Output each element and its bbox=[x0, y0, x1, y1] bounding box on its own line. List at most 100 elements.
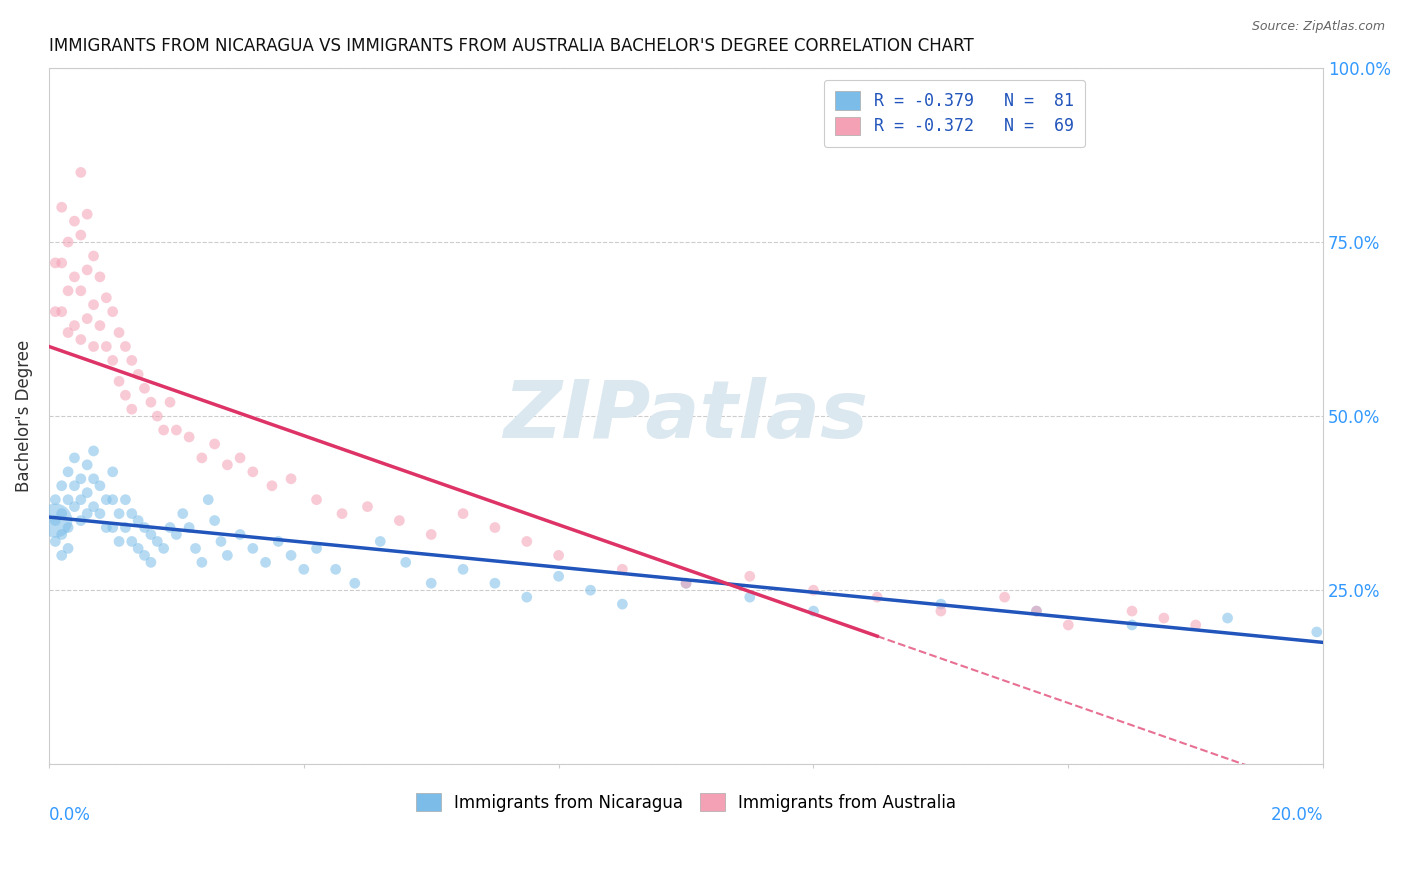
Point bbox=[356, 500, 378, 514]
Point bbox=[242, 541, 264, 556]
Point bbox=[139, 395, 162, 409]
Point bbox=[83, 298, 105, 312]
Point bbox=[209, 534, 232, 549]
Point bbox=[134, 381, 156, 395]
Point bbox=[254, 555, 277, 569]
Y-axis label: Bachelor's Degree: Bachelor's Degree bbox=[15, 340, 32, 492]
Point bbox=[803, 604, 825, 618]
Point bbox=[675, 576, 697, 591]
Point bbox=[56, 520, 79, 534]
Text: 0.0%: 0.0% bbox=[49, 806, 91, 824]
Legend: Immigrants from Nicaragua, Immigrants from Australia: Immigrants from Nicaragua, Immigrants fr… bbox=[409, 787, 963, 819]
Point bbox=[56, 284, 79, 298]
Point bbox=[127, 368, 149, 382]
Point bbox=[51, 527, 73, 541]
Point bbox=[260, 479, 283, 493]
Point bbox=[1306, 624, 1329, 639]
Point bbox=[191, 450, 214, 465]
Point bbox=[217, 458, 239, 472]
Point bbox=[305, 541, 328, 556]
Point bbox=[56, 235, 79, 249]
Point bbox=[217, 549, 239, 563]
Point bbox=[675, 576, 697, 591]
Point bbox=[994, 590, 1017, 604]
Point bbox=[204, 514, 226, 528]
Point bbox=[89, 479, 111, 493]
Point bbox=[127, 514, 149, 528]
Point bbox=[69, 228, 91, 243]
Point bbox=[152, 423, 174, 437]
Point bbox=[368, 534, 391, 549]
Point bbox=[159, 395, 181, 409]
Point bbox=[172, 507, 194, 521]
Point bbox=[56, 492, 79, 507]
Point bbox=[83, 500, 105, 514]
Point bbox=[63, 318, 86, 333]
Text: ZIPatlas: ZIPatlas bbox=[503, 377, 869, 455]
Point bbox=[139, 527, 162, 541]
Point bbox=[121, 534, 143, 549]
Point bbox=[1153, 611, 1175, 625]
Point bbox=[51, 256, 73, 270]
Point bbox=[89, 269, 111, 284]
Point bbox=[96, 492, 118, 507]
Point bbox=[44, 534, 66, 549]
Point bbox=[63, 450, 86, 465]
Point bbox=[89, 507, 111, 521]
Text: IMMIGRANTS FROM NICARAGUA VS IMMIGRANTS FROM AUSTRALIA BACHELOR'S DEGREE CORRELA: IMMIGRANTS FROM NICARAGUA VS IMMIGRANTS … bbox=[49, 37, 974, 55]
Point bbox=[179, 430, 201, 444]
Point bbox=[69, 492, 91, 507]
Point bbox=[121, 507, 143, 521]
Point bbox=[134, 549, 156, 563]
Point bbox=[114, 520, 136, 534]
Point bbox=[547, 569, 569, 583]
Point bbox=[929, 597, 952, 611]
Point bbox=[420, 527, 443, 541]
Point bbox=[292, 562, 315, 576]
Point bbox=[96, 339, 118, 353]
Point bbox=[44, 492, 66, 507]
Point bbox=[108, 374, 131, 388]
Point bbox=[866, 590, 889, 604]
Point bbox=[451, 562, 474, 576]
Point bbox=[76, 207, 98, 221]
Point bbox=[69, 165, 91, 179]
Point bbox=[484, 520, 506, 534]
Point bbox=[204, 437, 226, 451]
Point bbox=[56, 326, 79, 340]
Point bbox=[134, 520, 156, 534]
Point bbox=[343, 576, 366, 591]
Point bbox=[63, 500, 86, 514]
Point bbox=[101, 304, 124, 318]
Point bbox=[51, 507, 73, 521]
Point bbox=[114, 492, 136, 507]
Point bbox=[56, 465, 79, 479]
Point bbox=[63, 269, 86, 284]
Point bbox=[738, 590, 761, 604]
Point bbox=[114, 388, 136, 402]
Point bbox=[1184, 618, 1206, 632]
Point bbox=[1057, 618, 1080, 632]
Point bbox=[1216, 611, 1239, 625]
Point bbox=[146, 534, 169, 549]
Point bbox=[76, 263, 98, 277]
Point bbox=[738, 569, 761, 583]
Point bbox=[56, 541, 79, 556]
Point bbox=[516, 534, 538, 549]
Point bbox=[1025, 604, 1047, 618]
Point bbox=[69, 284, 91, 298]
Point bbox=[96, 520, 118, 534]
Point bbox=[44, 304, 66, 318]
Point bbox=[929, 604, 952, 618]
Point bbox=[69, 472, 91, 486]
Point bbox=[63, 214, 86, 228]
Point bbox=[76, 311, 98, 326]
Point bbox=[44, 514, 66, 528]
Point bbox=[51, 479, 73, 493]
Point bbox=[146, 409, 169, 424]
Point bbox=[516, 590, 538, 604]
Point bbox=[197, 492, 219, 507]
Point bbox=[101, 492, 124, 507]
Point bbox=[305, 492, 328, 507]
Point bbox=[388, 514, 411, 528]
